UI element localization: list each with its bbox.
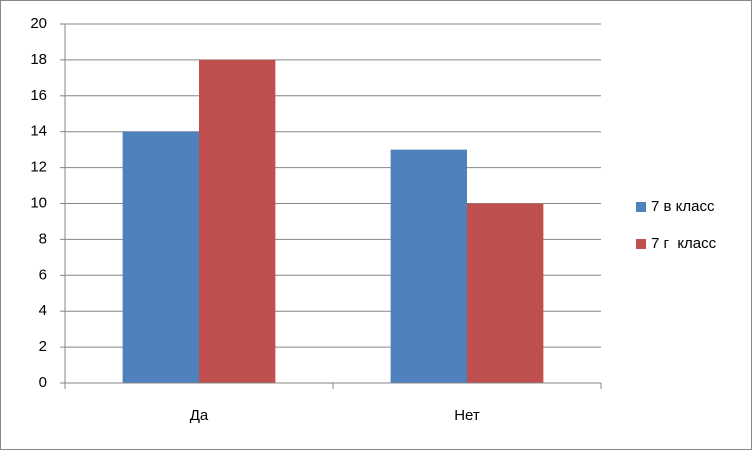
legend-swatch — [636, 202, 646, 212]
legend-swatch — [636, 239, 646, 249]
y-tick-label: 18 — [30, 51, 47, 68]
y-tick-label: 20 — [30, 15, 47, 32]
bar — [199, 59, 276, 384]
y-tick-label: 4 — [39, 302, 47, 319]
x-tick-label: Нет — [454, 407, 480, 424]
y-tick-label: 14 — [30, 123, 47, 140]
legend-label: 7 г класс — [651, 235, 717, 252]
y-tick-label: 0 — [39, 374, 47, 391]
bar — [390, 149, 467, 383]
x-tick-label: Да — [190, 407, 209, 424]
y-tick-label: 8 — [39, 230, 47, 247]
y-tick-label: 10 — [30, 194, 47, 211]
bar — [122, 131, 199, 383]
y-tick-label: 6 — [39, 266, 47, 283]
y-tick-label: 12 — [30, 159, 47, 176]
y-tick-label: 2 — [39, 338, 47, 355]
legend-label: 7 в класс — [651, 198, 715, 215]
bar — [467, 203, 544, 383]
y-tick-label: 16 — [30, 87, 47, 104]
